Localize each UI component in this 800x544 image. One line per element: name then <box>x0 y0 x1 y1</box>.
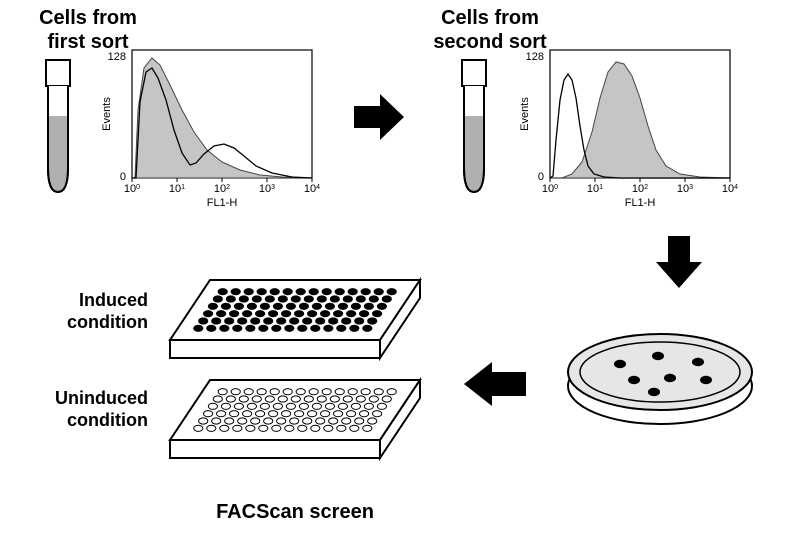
arrow-right-1 <box>350 92 406 142</box>
svg-text:101: 101 <box>587 183 603 195</box>
arrow-down <box>654 232 704 290</box>
chart2-xlabel: FL1-H <box>625 197 656 209</box>
svg-text:104: 104 <box>304 183 320 195</box>
well-plate-uninduced <box>160 370 430 480</box>
svg-text:104: 104 <box>722 183 738 195</box>
chart2-ytick-0: 0 <box>538 171 544 183</box>
well-plate-induced <box>160 270 430 380</box>
facscan-title: FACScan screen <box>150 500 440 524</box>
histogram-first-sort: 100 101 102 103 104 0 128 FL1-H Events <box>100 38 330 218</box>
facscan-title-text: FACScan screen <box>216 501 374 523</box>
uninduced-label-text: Uninducedcondition <box>55 388 148 430</box>
svg-text:100: 100 <box>124 183 140 195</box>
histogram-second-sort: 100 101 102 103 104 0 128 FL1-H Events <box>518 38 748 218</box>
chart1-ylabel: Events <box>101 97 113 131</box>
arrow-left <box>460 360 530 408</box>
chart1-ytick-0: 0 <box>120 171 126 183</box>
chart1-ytick-1: 128 <box>108 51 126 63</box>
svg-text:101: 101 <box>169 183 185 195</box>
petri-dish <box>560 320 760 430</box>
test-tube-second <box>454 58 494 198</box>
svg-text:102: 102 <box>632 183 648 195</box>
chart2-ytick-1: 128 <box>526 51 544 63</box>
svg-text:103: 103 <box>677 183 693 195</box>
svg-text:100: 100 <box>542 183 558 195</box>
test-tube-first <box>38 58 78 198</box>
chart2-ylabel: Events <box>519 97 531 131</box>
svg-text:102: 102 <box>214 183 230 195</box>
induced-label: Inducedcondition <box>18 290 148 333</box>
chart1-xlabel: FL1-H <box>207 197 238 209</box>
svg-text:103: 103 <box>259 183 275 195</box>
uninduced-label: Uninducedcondition <box>10 388 148 431</box>
induced-label-text: Inducedcondition <box>67 290 148 332</box>
